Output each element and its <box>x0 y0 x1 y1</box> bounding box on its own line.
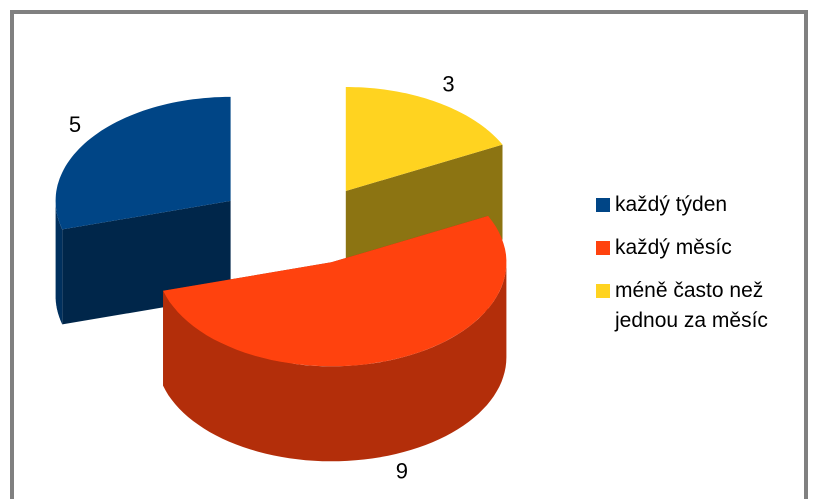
legend-item: každý týden <box>596 190 806 220</box>
legend-label: každý týden <box>615 193 728 216</box>
slice-top <box>55 96 231 230</box>
legend-swatch <box>596 198 610 212</box>
data-label: 5 <box>69 112 81 137</box>
slice-side <box>55 200 63 325</box>
slice-top <box>345 87 503 191</box>
data-label: 3 <box>442 71 454 96</box>
legend-label: méně často než jednou za měsíc <box>615 279 768 332</box>
slice-side <box>163 262 507 462</box>
legend-swatch <box>596 284 610 298</box>
legend: každý týden každý měsíc méně často než jed… <box>596 190 806 349</box>
legend-label: každý měsíc <box>615 236 732 259</box>
data-label: 9 <box>396 459 408 484</box>
legend-item: méně často než jednou za měsíc <box>596 276 806 336</box>
slice-top <box>163 215 507 367</box>
chart-frame <box>10 10 808 499</box>
legend-item: každý měsíc <box>596 233 806 263</box>
legend-swatch <box>596 241 610 255</box>
